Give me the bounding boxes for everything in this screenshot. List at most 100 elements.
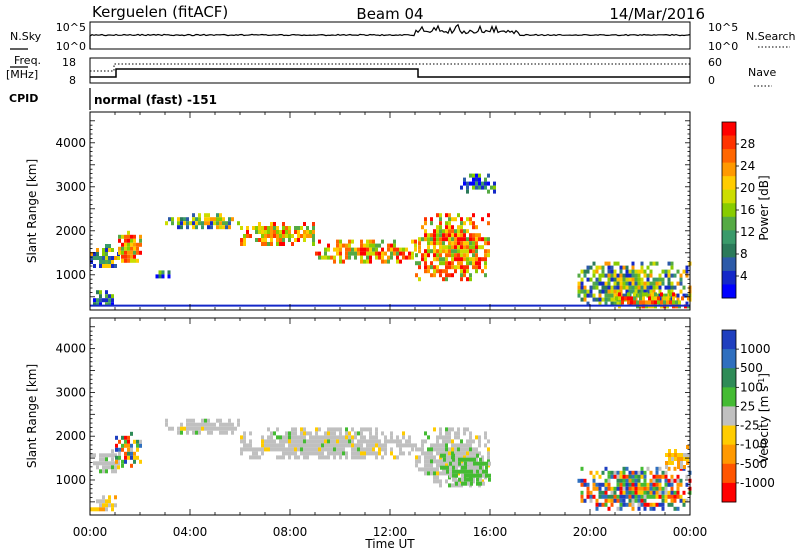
echo-cell: [111, 469, 114, 474]
echo-cell: [318, 455, 321, 460]
echo-cell: [273, 443, 276, 448]
echo-cell: [475, 435, 478, 440]
echo-cell: [457, 233, 460, 238]
echo-cell: [586, 269, 590, 274]
echo-cell: [243, 435, 246, 440]
echo-cell: [637, 490, 641, 495]
echo-cell: [240, 439, 243, 444]
echo-cell: [402, 443, 405, 448]
echo-cell: [294, 439, 297, 444]
echo-cell: [108, 294, 111, 299]
echo-cell: [628, 498, 632, 503]
echo-cell: [243, 234, 246, 238]
echo-cell: [261, 447, 264, 452]
echo-cell: [448, 221, 451, 226]
echo-cell: [664, 482, 668, 487]
echo-cell: [234, 426, 237, 431]
echo-cell: [615, 296, 618, 301]
echo-cell: [655, 474, 659, 479]
echo-cell: [622, 273, 626, 278]
echo-cell: [324, 255, 327, 260]
echo-cell: [478, 265, 481, 270]
echo-cell: [127, 435, 130, 440]
echo-cell: [399, 247, 402, 252]
echo-cell: [637, 502, 641, 507]
echo-cell: [222, 426, 225, 431]
echo-cell: [649, 482, 653, 487]
echo-cell: [451, 447, 454, 452]
echo-cell: [114, 264, 117, 268]
echo-cell: [111, 260, 114, 264]
echo-cell: [121, 254, 124, 259]
echo-cell: [276, 435, 279, 440]
echo-cell: [183, 426, 186, 431]
echo-cell: [297, 447, 300, 452]
echo-cell: [448, 245, 451, 250]
echo-cell: [679, 478, 683, 483]
echo-cell: [580, 498, 584, 503]
echo-cell: [93, 302, 96, 307]
echo-cell: [652, 281, 656, 286]
echo-cell: [634, 482, 638, 487]
echo-cell: [442, 471, 445, 476]
echo-cell: [454, 265, 457, 270]
echo-cell: [318, 255, 321, 260]
echo-cell: [430, 273, 433, 278]
echo-cell: [442, 245, 445, 250]
echo-cell: [255, 447, 258, 452]
echo-cell: [643, 486, 647, 491]
echo-cell: [646, 486, 650, 491]
echo-cell: [442, 233, 445, 238]
echo-cell: [222, 221, 225, 226]
echo-cell: [625, 478, 629, 483]
echo-cell: [445, 257, 448, 262]
echo-cell: [309, 431, 312, 436]
echo-cell: [454, 455, 457, 460]
echo-cell: [607, 281, 611, 286]
echo-cell: [601, 470, 605, 475]
echo-cell: [127, 250, 130, 255]
echo-cell: [445, 249, 448, 254]
echo-cell: [381, 431, 384, 436]
echo-cell: [303, 427, 306, 432]
echo-cell: [375, 451, 378, 456]
echo-cell: [621, 300, 624, 305]
echo-cell: [433, 229, 436, 234]
echo-cell: [133, 451, 136, 456]
echo-cell: [363, 455, 366, 460]
echo-cell: [481, 217, 484, 222]
echo-cell: [589, 498, 593, 503]
echo-cell: [478, 245, 481, 250]
echo-cell: [475, 253, 478, 258]
echo-cell: [105, 248, 108, 252]
echo-cell: [396, 255, 399, 260]
echo-cell: [670, 273, 674, 278]
echo-cell: [436, 249, 439, 254]
echo-cell: [478, 439, 481, 444]
echo-cell: [652, 261, 656, 266]
echo-cell: [360, 431, 363, 436]
echo-cell: [470, 457, 473, 462]
echo-cell: [357, 447, 360, 452]
echo-cell: [610, 486, 614, 491]
echo-cell: [282, 447, 285, 452]
echo-cell: [372, 439, 375, 444]
nsearch-tick-top: 10^5: [708, 21, 738, 34]
echo-cell: [133, 242, 136, 247]
echo-cell: [324, 455, 327, 460]
echo-cell: [631, 478, 635, 483]
echo-cell: [90, 256, 93, 260]
echo-cell: [333, 443, 336, 448]
echo-cell: [485, 473, 488, 478]
echo-cell: [676, 482, 680, 487]
echo-cell: [436, 213, 439, 218]
echo-cell: [457, 427, 460, 432]
echo-cell: [399, 451, 402, 456]
echo-cell: [649, 289, 653, 294]
echo-cell: [622, 502, 626, 507]
echo-cell: [291, 451, 294, 456]
echo-cell: [475, 269, 478, 274]
echo-cell: [478, 443, 481, 448]
